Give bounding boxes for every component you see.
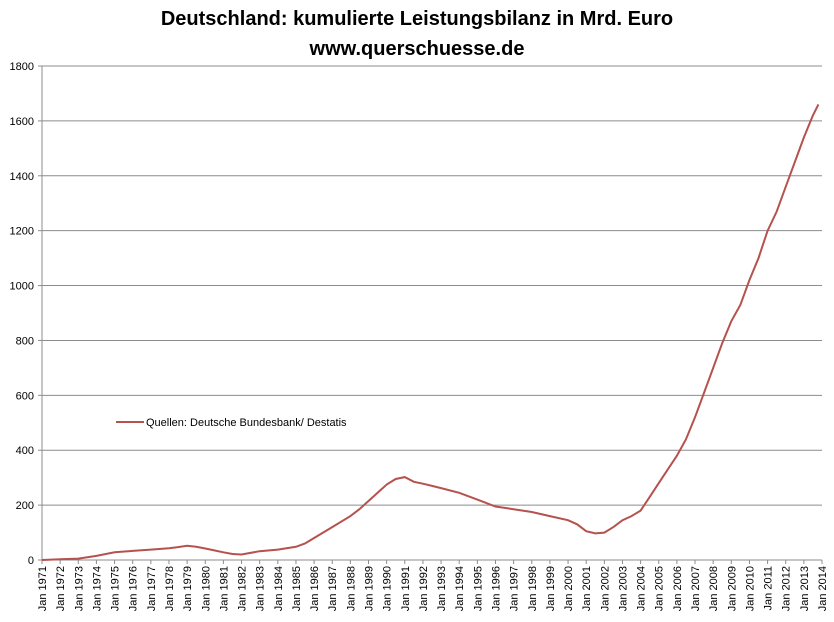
x-tick-label: Jan 2000	[563, 566, 575, 611]
x-tick-label: Jan 1986	[309, 566, 321, 611]
x-tick-label: Jan 1977	[146, 566, 158, 611]
x-tick-label: Jan 1971	[37, 566, 49, 611]
y-tick-label: 600	[16, 390, 34, 402]
x-tick-label: Jan 2009	[726, 566, 738, 611]
x-axis-ticks: Jan 1971 Jan 1972 Jan 1973 Jan 1974 Jan 1975…	[37, 560, 829, 611]
y-tick-label: 400	[16, 445, 34, 457]
legend: Quellen: Deutsche Bundesbank/ Destatis	[116, 417, 347, 429]
y-tick-label: 1800	[10, 61, 34, 73]
x-tick-label: Jan 1985	[291, 566, 303, 611]
y-tick-label: 1000	[10, 281, 34, 293]
y-tick-label: 200	[16, 500, 34, 512]
x-tick-label: Jan 2007	[690, 566, 702, 611]
legend-label: Quellen: Deutsche Bundesbank/ Destatis	[146, 417, 347, 429]
x-tick-label: Jan 1972	[55, 566, 67, 611]
x-tick-label: Jan 2012	[781, 566, 793, 611]
x-tick-label: Jan 1982	[237, 566, 249, 611]
x-tick-label: Jan 1993	[436, 566, 448, 611]
gridlines	[42, 65, 822, 506]
x-tick-label: Jan 1987	[327, 566, 339, 611]
series-line	[41, 103, 820, 561]
x-tick-label: Jan 1994	[454, 566, 466, 611]
x-tick-label: Jan 2006	[672, 566, 684, 611]
x-tick-label: Jan 1974	[91, 566, 103, 611]
x-tick-label: Jan 1988	[345, 566, 357, 611]
x-tick-label: Jan 1978	[164, 566, 176, 611]
x-tick-label: Jan 2003	[617, 566, 629, 611]
x-tick-label: Jan 1997	[509, 566, 521, 611]
x-tick-label: Jan 1981	[218, 566, 230, 611]
x-tick-label: Jan 1990	[382, 566, 394, 611]
x-tick-label: Jan 1992	[418, 566, 430, 611]
y-tick-label: 0	[28, 555, 34, 567]
x-tick-label: Jan 2014	[817, 566, 829, 611]
x-tick-label: Jan 1983	[255, 566, 267, 611]
chart-title: Deutschland: kumulierte Leistungsbilanz …	[160, 8, 674, 30]
x-tick-label: Jan 1991	[400, 566, 412, 611]
x-tick-label: Jan 1979	[182, 566, 194, 611]
x-tick-label: Jan 1980	[200, 566, 212, 611]
y-tick-label: 1200	[10, 226, 34, 238]
y-tick-label: 1400	[10, 171, 34, 183]
y-tick-label: 800	[16, 335, 34, 347]
chart-subtitle: www.querschuesse.de	[309, 38, 525, 60]
y-axis-ticks: 0 200 400 600 800 1000 1200 1400 1600 1800	[10, 61, 42, 567]
x-tick-label: Jan 1998	[527, 566, 539, 611]
x-tick-label: Jan 2001	[581, 566, 593, 611]
x-tick-label: Jan 2013	[799, 566, 811, 611]
y-tick-label: 1600	[10, 116, 34, 128]
x-tick-label: Jan 1976	[128, 566, 140, 611]
x-tick-label: Jan 2011	[763, 566, 775, 610]
x-tick-label: Jan 1973	[73, 566, 85, 611]
x-tick-label: Jan 1984	[273, 566, 285, 611]
x-tick-label: Jan 1995	[472, 566, 484, 611]
x-tick-label: Jan 1975	[110, 566, 122, 611]
x-tick-label: Jan 2004	[636, 566, 648, 611]
x-tick-label: Jan 2010	[744, 566, 756, 611]
x-tick-label: Jan 2008	[708, 566, 720, 611]
x-tick-label: Jan 2005	[654, 566, 666, 611]
x-tick-label: Jan 1996	[490, 566, 502, 611]
x-tick-label: Jan 2002	[599, 566, 611, 611]
x-tick-label: Jan 1989	[364, 566, 376, 611]
x-tick-label: Jan 1999	[545, 566, 557, 611]
